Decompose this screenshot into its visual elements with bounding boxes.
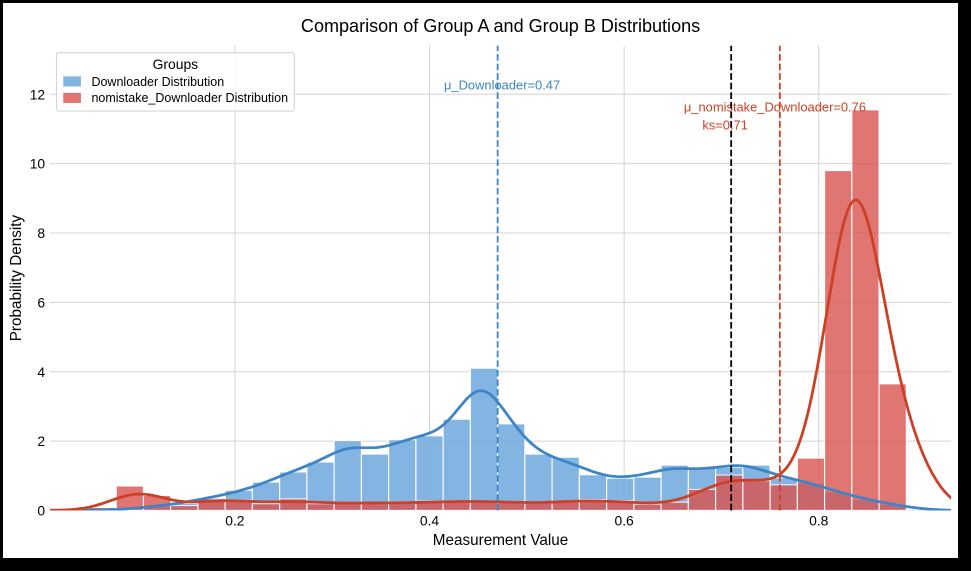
svg-text:0: 0 bbox=[37, 503, 45, 519]
svg-text:2: 2 bbox=[37, 433, 45, 449]
svg-text:12: 12 bbox=[30, 86, 46, 102]
svg-text:0.2: 0.2 bbox=[225, 512, 245, 528]
svg-text:8: 8 bbox=[37, 225, 45, 241]
svg-text:ks=0.71: ks=0.71 bbox=[702, 118, 748, 133]
svg-text:6: 6 bbox=[37, 294, 45, 310]
svg-text:μ_nomistake_Downloader=0.76: μ_nomistake_Downloader=0.76 bbox=[684, 99, 866, 114]
svg-text:Measurement Value: Measurement Value bbox=[433, 532, 568, 549]
svg-text:Groups: Groups bbox=[153, 56, 199, 72]
svg-text:Probability Density: Probability Density bbox=[8, 215, 25, 342]
svg-text:Downloader Distribution: Downloader Distribution bbox=[91, 75, 224, 89]
svg-text:0.4: 0.4 bbox=[420, 512, 440, 528]
svg-text:0.6: 0.6 bbox=[614, 512, 634, 528]
svg-text:nomistake_Downloader Distribut: nomistake_Downloader Distribution bbox=[91, 91, 288, 105]
svg-text:Comparison of Group A and Grou: Comparison of Group A and Group B Distri… bbox=[301, 16, 700, 36]
svg-text:10: 10 bbox=[30, 156, 46, 172]
svg-text:4: 4 bbox=[37, 364, 45, 380]
svg-text:μ_Downloader=0.47: μ_Downloader=0.47 bbox=[444, 77, 560, 92]
svg-text:0.8: 0.8 bbox=[809, 512, 829, 528]
